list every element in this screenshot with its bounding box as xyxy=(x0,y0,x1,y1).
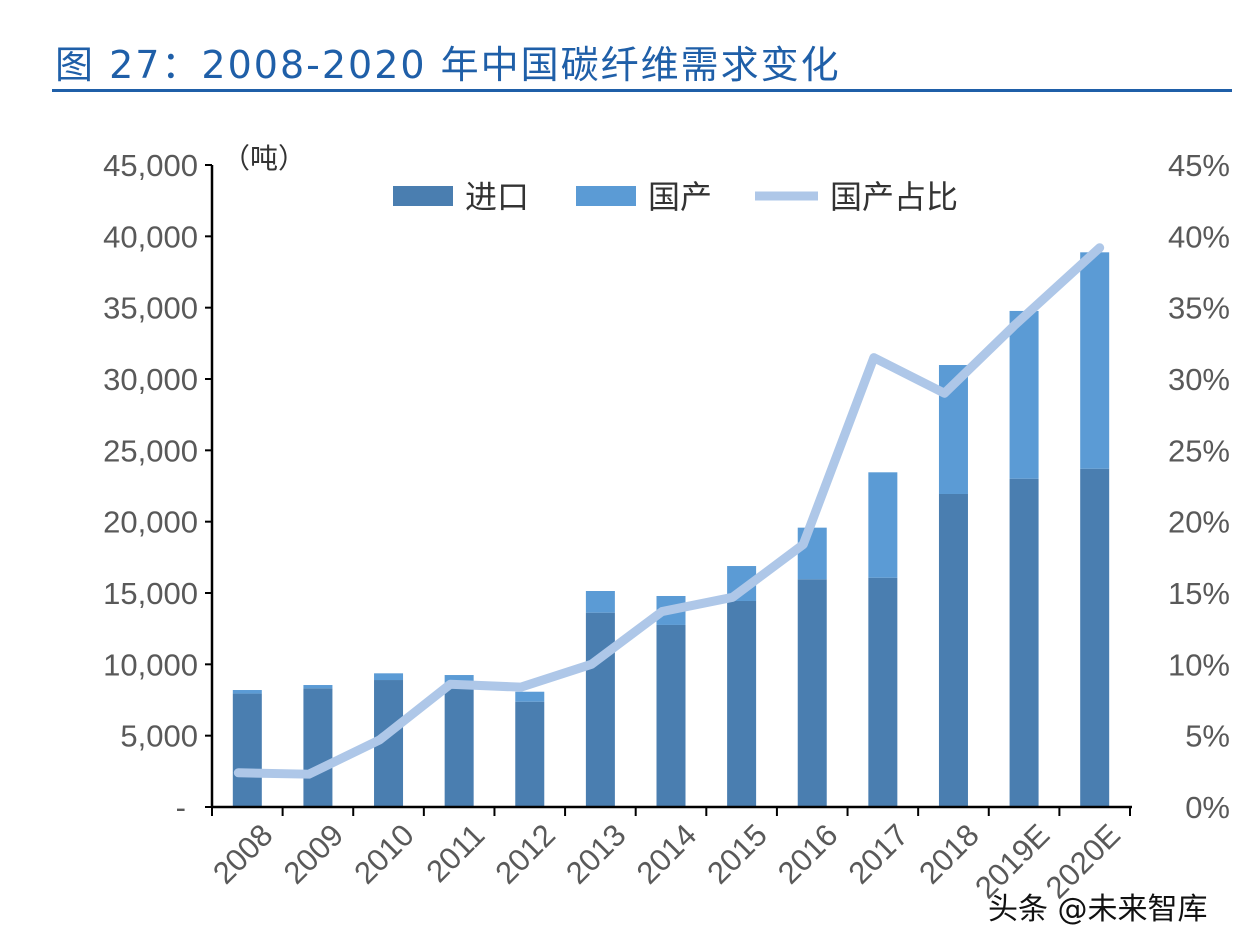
bar-import-2018 xyxy=(938,493,968,807)
y-left-tick-label: 35,000 xyxy=(103,291,198,326)
bar-domestic-2013 xyxy=(585,591,615,613)
y-right-tick-label: 30% xyxy=(1168,362,1230,397)
x-tick-label: 2017 xyxy=(842,817,916,891)
y-right-tick-label: 10% xyxy=(1168,647,1230,682)
watermark: 头条 @未来智库 xyxy=(988,892,1208,927)
bar-import-2019E xyxy=(1009,478,1039,807)
bar-domestic-2010 xyxy=(374,673,404,681)
x-tick-label: 2012 xyxy=(489,817,563,891)
bar-import-2015 xyxy=(727,600,757,807)
y-right-tick-label: 0% xyxy=(1185,790,1230,825)
y-axis-unit-label: （吨） xyxy=(222,142,306,175)
x-tick-label: 2014 xyxy=(630,817,704,891)
y-right-tick-label: 5% xyxy=(1185,719,1230,754)
y-left-tick-label: 5,000 xyxy=(120,719,198,754)
bar-import-2020E xyxy=(1080,468,1110,807)
y-right-tick-label: 45% xyxy=(1168,148,1230,183)
y-left-tick-label: 40,000 xyxy=(103,219,198,254)
y-left-tick-label: - xyxy=(176,790,186,825)
x-tick-label: 2016 xyxy=(771,817,845,891)
x-tick-label: 2015 xyxy=(700,817,774,891)
bar-domestic-2008 xyxy=(232,690,262,694)
y-left-tick-label: 10,000 xyxy=(103,647,198,682)
bar-import-2013 xyxy=(585,612,615,807)
y-right-tick-label: 20% xyxy=(1168,505,1230,540)
y-left-tick-label: 30,000 xyxy=(103,362,198,397)
bar-import-2016 xyxy=(797,579,827,807)
y-right-tick-label: 40% xyxy=(1168,219,1230,254)
legend-label-domestic: 国产 xyxy=(648,178,712,216)
chart-title: 图 27：2008-2020 年中国碳纤维需求变化 xyxy=(55,43,841,87)
legend-label-import: 进口 xyxy=(465,178,529,216)
bar-import-2012 xyxy=(515,701,545,807)
bar-domestic-2012 xyxy=(515,691,545,702)
bar-domestic-2019E xyxy=(1009,310,1039,479)
x-tick-label: 2011 xyxy=(420,817,492,889)
y-left-tick-label: 15,000 xyxy=(103,576,198,611)
y-right-tick-label: 35% xyxy=(1168,291,1230,326)
y-left-tick-label: 20,000 xyxy=(103,505,198,540)
x-tick-label: 2009 xyxy=(277,817,351,891)
y-left-tick-label: 45,000 xyxy=(103,148,198,183)
bar-import-2014 xyxy=(656,624,686,807)
bar-domestic-2020E xyxy=(1080,252,1110,469)
bar-domestic-2009 xyxy=(303,685,333,689)
x-tick-label: 2008 xyxy=(206,817,280,891)
bar-domestic-2017 xyxy=(868,472,898,578)
title-divider xyxy=(52,89,1232,92)
x-tick-label: 2010 xyxy=(347,817,421,891)
bar-import-2011 xyxy=(444,686,474,807)
legend-swatch-import xyxy=(393,186,453,206)
x-tick-label: 2013 xyxy=(559,817,633,891)
bar-import-2017 xyxy=(868,577,898,807)
legend-label-domestic-share: 国产占比 xyxy=(830,178,958,216)
y-right-tick-label: 15% xyxy=(1168,576,1230,611)
y-right-tick-label: 25% xyxy=(1168,433,1230,468)
bar-import-2009 xyxy=(303,688,333,807)
y-left-tick-label: 25,000 xyxy=(103,433,198,468)
bar-import-2008 xyxy=(232,693,262,807)
legend-swatch-domestic xyxy=(576,186,636,206)
legend: 进口 国产 国产占比 xyxy=(393,178,958,216)
